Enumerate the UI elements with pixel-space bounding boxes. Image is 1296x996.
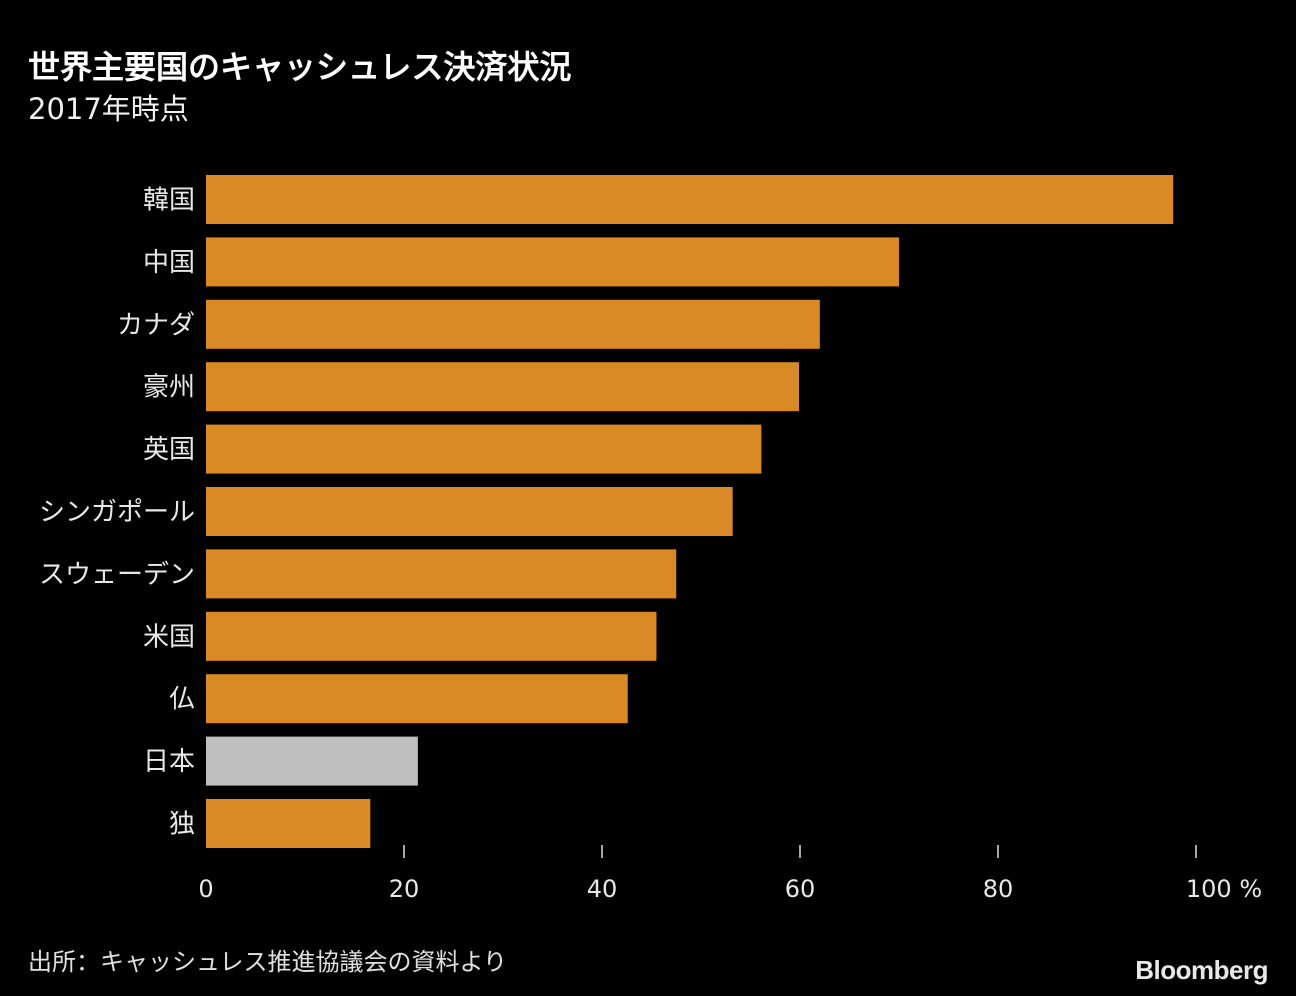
category-label: 仏: [169, 685, 195, 715]
bar: [206, 487, 733, 536]
category-label: スウェーデン: [39, 560, 195, 590]
bar: [206, 674, 628, 724]
category-label: 豪州: [143, 373, 195, 403]
bar: [206, 237, 899, 287]
category-label: 韓国: [143, 186, 195, 216]
bar: [206, 299, 820, 349]
x-tick-label: 20: [389, 875, 420, 903]
bar: [206, 175, 1174, 224]
category-label: 米国: [143, 622, 195, 652]
x-tick-label: 60: [785, 875, 816, 903]
category-label: 中国: [143, 248, 195, 278]
x-tick-label: 100 %: [1186, 875, 1262, 903]
category-label: カナダ: [117, 310, 195, 340]
bar: [206, 799, 371, 848]
category-label: 独: [169, 810, 195, 840]
x-tick-label: 40: [587, 875, 618, 903]
bar: [206, 736, 418, 786]
category-label: 英国: [143, 435, 195, 465]
source-note: 出所：キャッシュレス推進協議会の資料より: [28, 948, 508, 976]
category-label: 日本: [143, 747, 195, 777]
bar: [206, 611, 657, 661]
bar: [206, 549, 677, 599]
chart-title: 世界主要国のキャッシュレス決済状況: [28, 48, 572, 86]
x-tick-label: 80: [983, 875, 1014, 903]
bar: [206, 424, 762, 474]
x-tick-label: 0: [198, 875, 213, 903]
category-label: シンガポール: [39, 498, 195, 528]
chart-subtitle: 2017年時点: [28, 92, 189, 126]
bloomberg-logo: Bloomberg: [1135, 955, 1268, 985]
bar: [206, 362, 800, 412]
